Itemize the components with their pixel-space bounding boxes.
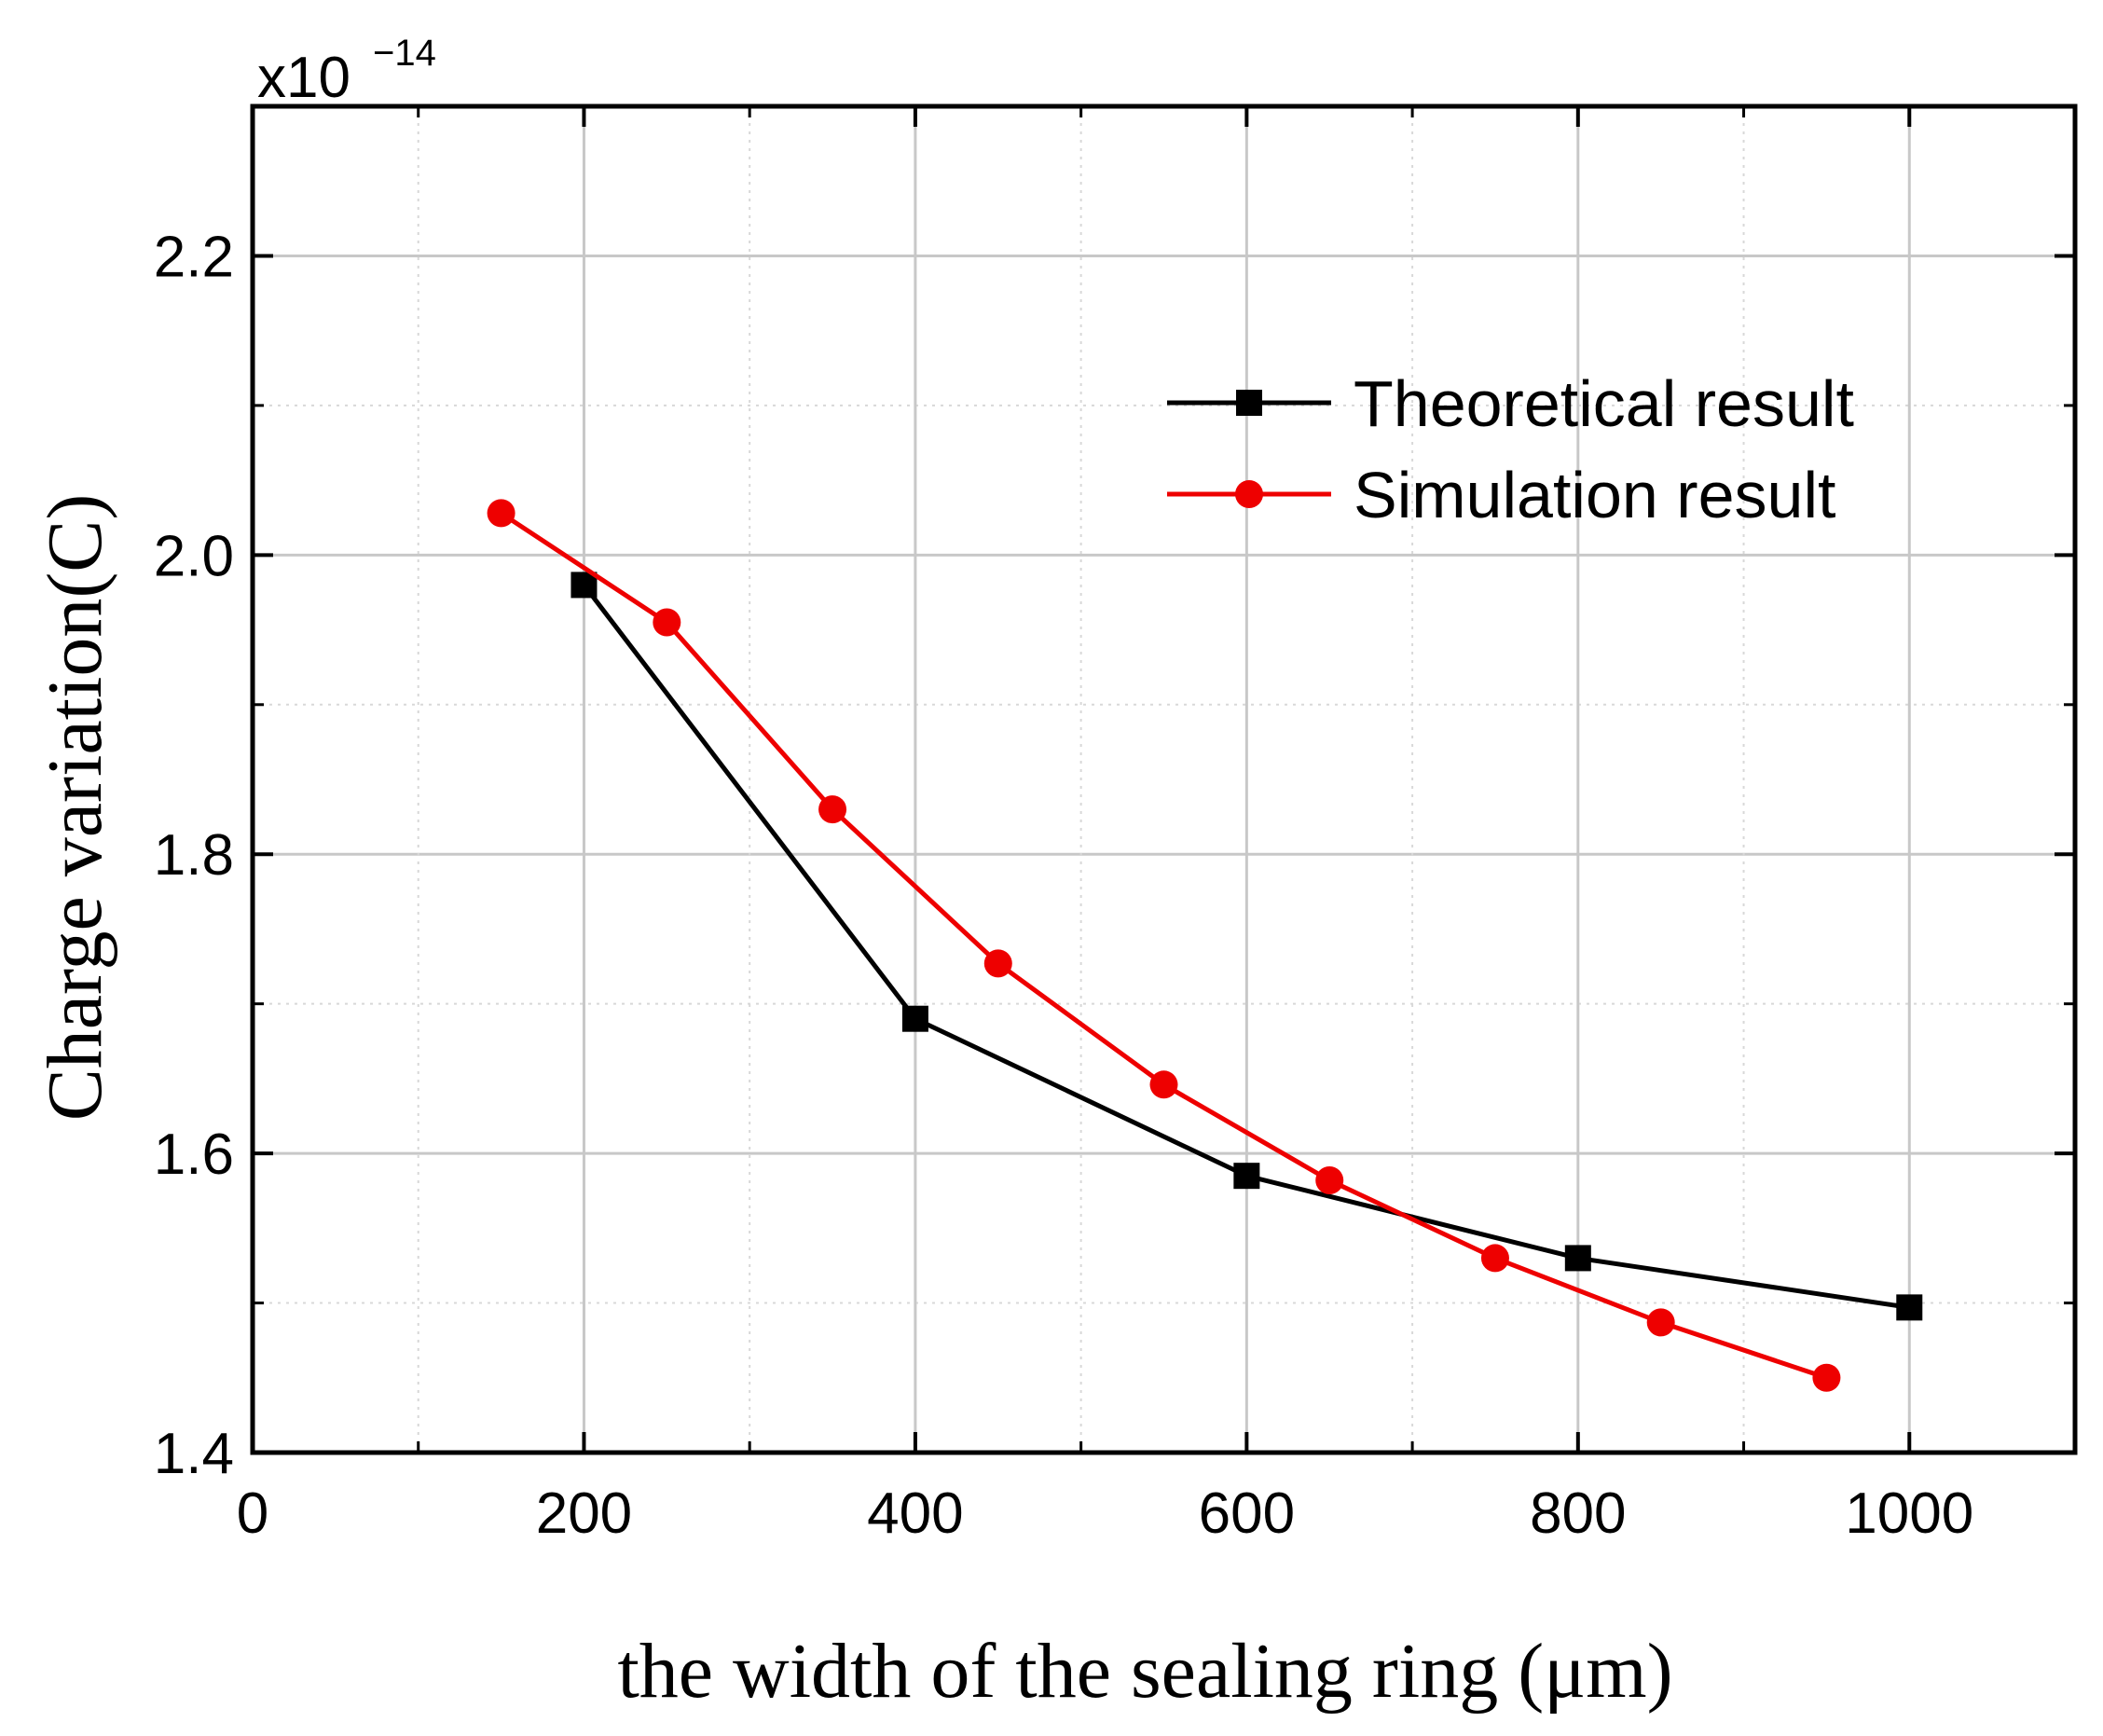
y-tick-label: 1.4 (154, 1422, 234, 1486)
x-tick-label: 800 (1530, 1481, 1626, 1546)
simulation-result-point (1315, 1165, 1344, 1194)
grid (253, 106, 2075, 1453)
theoretical-result-point (1233, 1163, 1260, 1190)
y-tick-label: 1.8 (154, 823, 234, 888)
simulation-result-point (983, 949, 1012, 978)
simulation-result-line (500, 511, 1828, 1381)
y-axis-title: Charge variation(C) (32, 494, 118, 1122)
y-multiplier-exponent: −14 (373, 33, 436, 74)
legend-marker-simulation-result (1235, 480, 1263, 508)
series-layer (487, 499, 1923, 1392)
simulation-result-point (1646, 1308, 1675, 1337)
y-tick-label: 2.0 (154, 524, 234, 588)
simulation-result-point (487, 499, 515, 528)
y-multiplier-base: x10 (257, 46, 350, 110)
legend: Theoretical result Simulation result (1167, 367, 1854, 531)
simulation-result-point (1149, 1070, 1178, 1099)
legend-label-simulation-result: Simulation result (1354, 459, 1835, 531)
x-tick-label: 400 (867, 1481, 963, 1546)
simulation-result-point (818, 795, 847, 824)
simulation-result-point (1812, 1363, 1841, 1392)
y-tick-label: 1.6 (154, 1123, 234, 1187)
legend-marker-theoretical-result (1236, 390, 1262, 416)
theoretical-result-point (1896, 1294, 1923, 1321)
simulation-result-point (653, 608, 681, 637)
x-tick-label: 200 (536, 1481, 632, 1546)
plot-frame (250, 103, 2078, 1455)
x-tick-label: 1000 (1845, 1481, 1973, 1546)
axis-ticks: 0 200 400 600 800 1000 1.4 1.6 1.8 2.0 2.2 (154, 106, 2075, 1546)
x-tick-label: 600 (1199, 1481, 1295, 1546)
simulation-result-point (1480, 1244, 1509, 1273)
legend-label-theoretical-result: Theoretical result (1354, 367, 1854, 440)
y-tick-label: 2.2 (154, 225, 234, 289)
x-axis-title: the width of the sealing ring (μm) (617, 1628, 1672, 1715)
theoretical-result-point (1564, 1245, 1591, 1272)
x-tick-label: 0 (237, 1481, 268, 1546)
theoretical-result-point (901, 1005, 928, 1032)
